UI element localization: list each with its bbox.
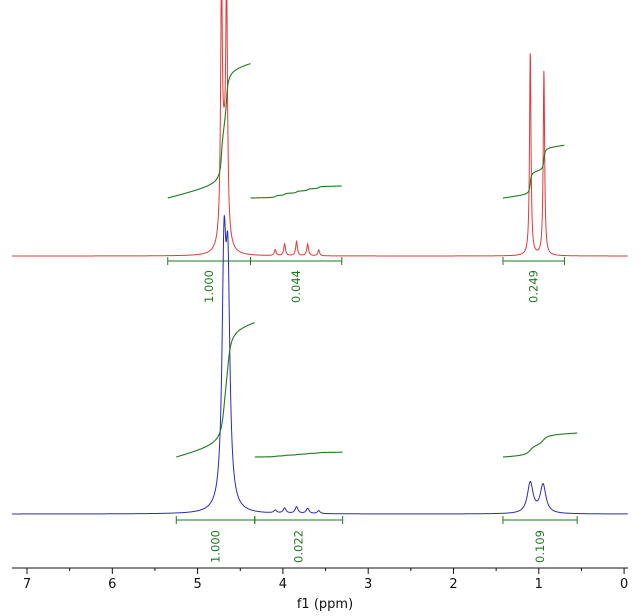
x-tick-label: 4 — [279, 577, 287, 592]
integral-value-label: 0.109 — [533, 530, 547, 563]
x-tick-label: 6 — [108, 577, 116, 592]
spectrum-trace — [12, 0, 628, 257]
integral-curve — [502, 144, 565, 199]
x-tick-label: 0 — [620, 577, 628, 592]
x-tick-label: 3 — [364, 577, 372, 592]
x-tick-label: 5 — [193, 577, 201, 592]
x-tick-label: 7 — [23, 577, 31, 592]
integral-value-label: 0.022 — [292, 530, 306, 563]
integral-value-label: 0.249 — [527, 270, 541, 303]
integral-curve — [176, 322, 255, 458]
spectrum-panel-1: 1.000 0.044 0.249 — [12, 0, 628, 303]
integral-curve — [502, 432, 578, 458]
integral-region: 0.249 — [502, 144, 565, 303]
spectrum-trace — [12, 215, 628, 515]
integral-curve — [167, 63, 251, 199]
x-tick-label: 1 — [535, 577, 543, 592]
integral-region: 0.044 — [249, 185, 343, 303]
integral-region: 1.000 — [167, 63, 251, 303]
integral-value-label: 1.000 — [202, 270, 216, 303]
spectra-layer: 1.000 0.044 0.249 1.000 0.022 0.109 — [12, 0, 628, 563]
integral-curve — [250, 185, 342, 199]
integral-region: 0.022 — [254, 451, 344, 563]
integral-value-label: 0.044 — [289, 270, 303, 303]
integral-curve — [254, 451, 343, 458]
x-axis: 7 6 5 4 3 2 1 0 — [12, 567, 628, 592]
spectrum-panel-2: 1.000 0.022 0.109 — [12, 215, 628, 563]
integral-value-label: 1.000 — [209, 530, 223, 563]
x-axis-label: f1 (ppm) — [297, 597, 353, 612]
x-tick-label: 2 — [449, 577, 457, 592]
integral-region: 0.109 — [502, 432, 578, 563]
integral-region: 1.000 — [175, 322, 256, 563]
